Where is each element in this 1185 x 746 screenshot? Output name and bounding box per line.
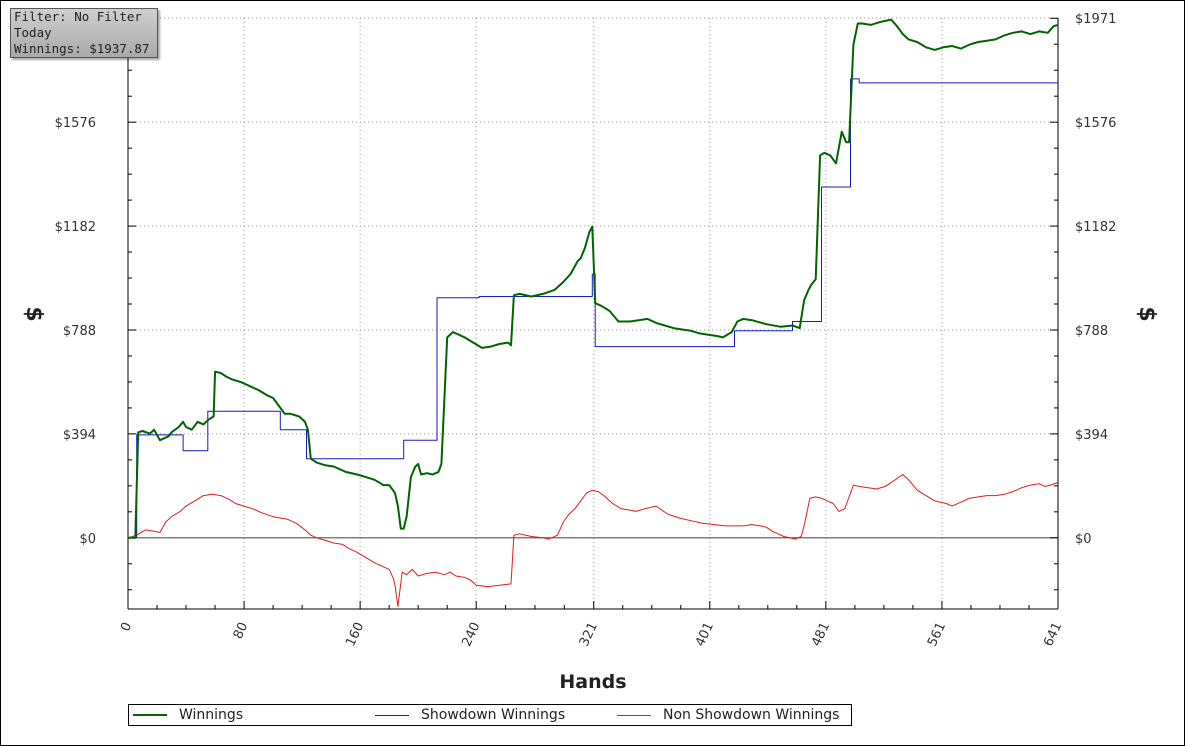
y-tick-label-right: $1576 <box>1075 116 1116 131</box>
legend-label-showdown: Showdown Winnings <box>421 707 566 723</box>
y-tick-label-right: $394 <box>1075 428 1108 443</box>
axes-layer <box>127 17 1059 610</box>
x-tick-label: 160 <box>343 620 367 649</box>
winnings-total-label: Winnings: $1937.87 <box>14 41 150 56</box>
legend-item-winnings: Winnings <box>133 705 243 725</box>
legend-swatch-showdown <box>375 714 409 716</box>
label-layer: $0 $0 $394 $394 $788 $788 $1182 $1182 $1576 $1576… <box>21 12 1159 693</box>
y-axis-title-right: $ <box>1134 306 1159 321</box>
legend-label-winnings: Winnings <box>179 707 244 723</box>
legend-swatch-non-showdown <box>617 714 651 716</box>
x-tick-label: 561 <box>925 620 949 649</box>
x-axis-title: Hands <box>559 671 626 693</box>
series-non-showdown-line <box>127 474 1059 607</box>
chart-legend: Winnings Showdown Winnings Non Showdown … <box>128 704 852 726</box>
y-tick-label-right: $788 <box>1075 324 1108 339</box>
period-label: Today <box>14 25 52 40</box>
legend-label-non-showdown: Non Showdown Winnings <box>663 707 840 723</box>
filter-info-box: Filter: No Filter Today Winnings: $1937.… <box>10 8 158 58</box>
y-tick-label-left: $1576 <box>55 116 96 131</box>
y-tick-label-right: $1182 <box>1075 220 1116 235</box>
legend-swatch-winnings <box>133 714 167 716</box>
y-tick-label-left: $0 <box>79 532 96 547</box>
grid-layer <box>128 17 1058 609</box>
y-tick-label-left: $1182 <box>55 220 96 235</box>
series-winnings-line <box>128 18 1059 539</box>
y-tick-label-left: $788 <box>63 324 96 339</box>
y-tick-label-right: $1971 <box>1075 12 1116 27</box>
x-tick-label: 240 <box>459 620 483 649</box>
legend-item-non-showdown: Non Showdown Winnings <box>617 705 839 725</box>
y-tick-label-left: $394 <box>63 428 96 443</box>
x-tick-label: 641 <box>1041 620 1065 649</box>
x-tick-label: 481 <box>809 620 833 649</box>
legend-item-showdown: Showdown Winnings <box>375 705 565 725</box>
x-tick-label: 401 <box>693 620 717 649</box>
x-tick-label: 80 <box>231 620 252 641</box>
series-showdown-line <box>128 78 1058 539</box>
y-tick-label-right: $0 <box>1075 532 1092 547</box>
x-tick-label: 0 <box>118 620 135 634</box>
y-axis-title-left: $ <box>21 306 46 321</box>
filter-label: Filter: No Filter <box>14 9 142 24</box>
x-tick-label: 321 <box>577 620 601 649</box>
series-layer <box>127 18 1059 607</box>
